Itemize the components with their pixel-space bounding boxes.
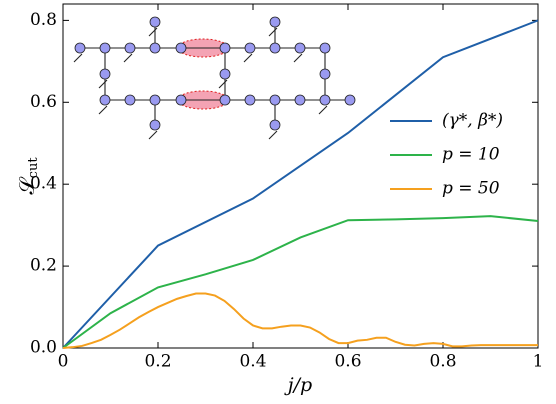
x-axis-label: j/p bbox=[284, 374, 312, 396]
series-line bbox=[62, 215, 539, 349]
legend-label: p = 50 bbox=[442, 179, 500, 199]
y-tick-label: 0.6 bbox=[30, 92, 57, 112]
x-tick-label: 0.4 bbox=[239, 352, 266, 372]
y-tick-label: 0.2 bbox=[30, 256, 57, 276]
series-line bbox=[62, 292, 538, 349]
x-tick-label: 0.6 bbox=[334, 352, 361, 372]
inset-diagram bbox=[73, 16, 356, 140]
y-axis-label: 𝒮cut bbox=[15, 157, 41, 195]
y-tick-label: 0.4 bbox=[30, 174, 57, 194]
series-line bbox=[62, 19, 539, 349]
y-axis-label-main: 𝒮 bbox=[15, 176, 39, 195]
x-tick-label: 1 bbox=[533, 352, 544, 372]
x-tick-label: 0 bbox=[58, 352, 69, 372]
x-tick-label: 0.2 bbox=[144, 352, 171, 372]
x-tick-label: 0.8 bbox=[429, 352, 456, 372]
y-axis-label-sub: cut bbox=[26, 157, 41, 179]
plot-frame bbox=[62, 3, 539, 349]
legend-label: (γ*, β*) bbox=[442, 111, 503, 131]
legend-label: p = 10 bbox=[442, 145, 500, 165]
y-tick-label: 0.0 bbox=[30, 338, 57, 358]
y-tick-label: 0.8 bbox=[30, 10, 57, 30]
